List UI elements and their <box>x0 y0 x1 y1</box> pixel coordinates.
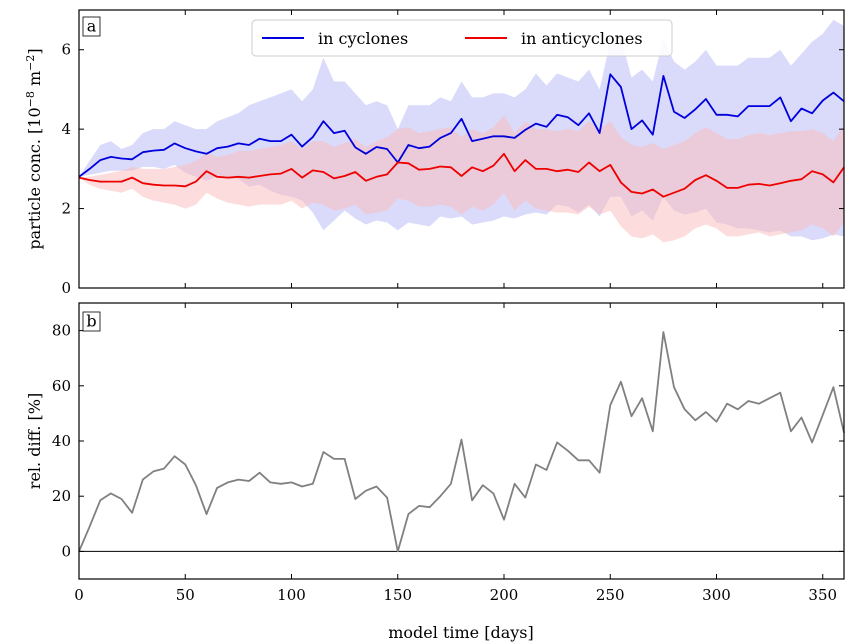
panel-b: 0 50 100 150 200 250 300 350 0 20 40 60 80 b rel. di… <box>25 302 845 642</box>
panel-b-xtick-label: 150 <box>383 586 412 604</box>
panel-b-xtick-label: 350 <box>808 586 837 604</box>
panel-b-xtick-label: 250 <box>596 586 625 604</box>
panel-a-ytick-label: 6 <box>61 41 71 59</box>
panel-a-ylabel-unit-exp: −2 <box>24 55 37 71</box>
panel-b-xlabel: model time [days] <box>388 623 534 642</box>
legend-frame <box>251 19 673 57</box>
panel-b-ytick-label: 20 <box>52 487 71 505</box>
panel-a-ytick-label: 2 <box>61 200 71 218</box>
panel-b-letter-box: b <box>82 312 101 332</box>
panel-a-letter-box: a <box>82 17 101 37</box>
band-anticyclones <box>79 115 844 243</box>
panel-a-ylabel-exp: −8 <box>24 91 37 107</box>
panel-b-xtick-label: 0 <box>74 586 84 604</box>
panel-b-xtick-label: 100 <box>277 586 306 604</box>
panel-b-ytick-label: 0 <box>61 542 71 560</box>
panel-a-ylabel-close: ] <box>25 48 44 54</box>
panel-a-ylabel-main: particle conc. [10 <box>25 107 44 249</box>
legend: in cyclones in anticyclones <box>251 19 673 57</box>
line-cyclones <box>78 73 845 178</box>
panel-a: 0 2 4 6 a in cyclones in anticyclones parti… <box>24 9 845 297</box>
panel-b-ytick-label: 40 <box>52 432 71 450</box>
panel-a-ticks: 0 2 4 6 <box>61 10 844 297</box>
panel-a-ytick-label: 4 <box>61 120 71 138</box>
line-rel-diff <box>78 331 845 553</box>
panel-b-xtick-label: 200 <box>490 586 519 604</box>
panel-b-ylabel: rel. diff. [%] <box>25 393 44 489</box>
panel-a-ylabel: particle conc. [10−8 m−2] <box>24 48 45 249</box>
panel-b-letter: b <box>86 312 96 331</box>
panel-a-ytick-label: 0 <box>61 279 71 297</box>
panel-b-ytick-label: 80 <box>52 322 71 340</box>
panel-a-frame <box>78 9 845 289</box>
panel-b-xtick-label: 300 <box>702 586 731 604</box>
panel-a-lines <box>78 73 845 198</box>
legend-label-anticyclones: in anticyclones <box>521 29 643 48</box>
panel-a-ylabel-unit: m <box>25 71 44 91</box>
panel-a-letter: a <box>87 17 97 36</box>
legend-label-cyclones: in cyclones <box>318 29 408 48</box>
panel-b-xtick-label: 50 <box>176 586 195 604</box>
panel-b-ytick-label: 60 <box>52 377 71 395</box>
line-anticyclones <box>78 152 845 198</box>
panel-b-ticks: 0 50 100 150 200 250 300 350 0 20 40 60 80 <box>52 303 844 604</box>
panel-a-bands <box>79 19 844 243</box>
panel-b-lines <box>78 331 845 553</box>
